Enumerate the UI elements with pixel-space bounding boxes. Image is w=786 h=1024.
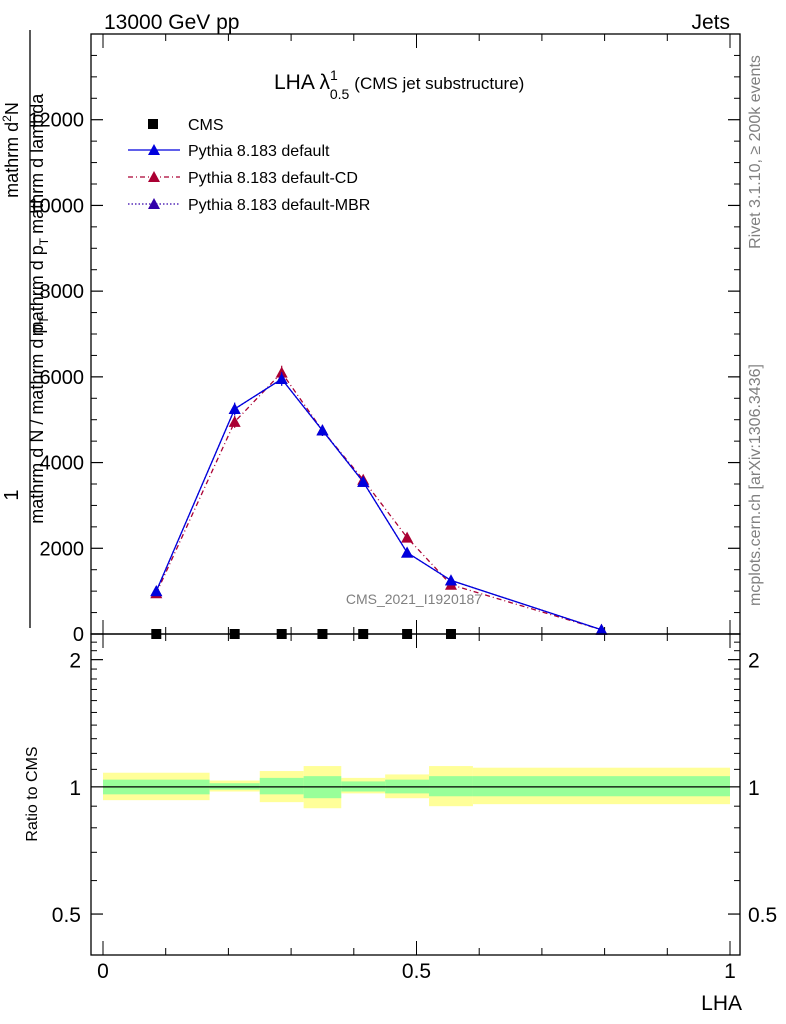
plot-title-main: LHA λ (274, 71, 331, 94)
ylabel-numerator: mathrm d2N (0, 102, 22, 198)
ratio-plot-area (103, 766, 730, 809)
ratio-xtick-label: 1 (724, 960, 736, 983)
main-panel: 0 2000 4000 6000 8000 10000 12000 (28, 33, 741, 646)
ratio-ytick-label-right: 2 (748, 650, 760, 673)
main-ytick-label: 0 (73, 624, 84, 646)
ratio-frame (90, 633, 741, 956)
ylabel-mid: mathrm d N / mathrm d pT (27, 316, 51, 524)
series-default-point (595, 623, 608, 635)
x-axis-label: LHA (701, 992, 742, 1015)
main-ytick-label: 2000 (40, 538, 85, 560)
mcplots-label: mcplots.cern.ch [arXiv:1306.3436] (747, 364, 764, 606)
main-ytick-label: 10000 (28, 195, 84, 217)
rivet-label: Rivet 3.1.10, ≥ 200k events (747, 55, 764, 249)
legend-cd-marker (148, 171, 160, 182)
ylabel-denominator: mathrm d pTmathrm d lambda (27, 93, 51, 336)
series-default-point (150, 585, 163, 597)
legend: CMS Pythia 8.183 default Pythia 8.183 de… (128, 117, 370, 214)
ratio-panel: 0.5 0.5 1 1 2 2 0 0.5 1 (52, 633, 777, 983)
series-default-point (357, 475, 370, 487)
ratio-xtick-label: 0.5 (402, 960, 431, 983)
series-default-cd-point (275, 366, 288, 378)
ratio-ytick-label-right: 1 (748, 777, 760, 800)
legend-mbr-label: Pythia 8.183 default-MBR (188, 197, 370, 214)
series-default-cd-point (228, 415, 241, 427)
plot-title-sub: 0.5 (330, 86, 350, 102)
ratio-ytick-label: 1 (69, 777, 81, 800)
legend-cms-label: CMS (188, 117, 224, 134)
plot-subtitle: (CMS jet substructure) (354, 74, 524, 93)
series-default-point (316, 424, 329, 436)
legend-default-marker (148, 144, 160, 155)
ratio-ytick-label: 0.5 (52, 904, 81, 927)
main-ytick-label: 12000 (28, 110, 84, 132)
ylabel-one: 1 (1, 489, 23, 500)
ratio-xtick-label: 0 (97, 960, 109, 983)
ratio-ytick-label-right: 0.5 (748, 904, 777, 927)
main-ytick-label: 4000 (40, 453, 85, 475)
ratio-ylabel: Ratio to CMS (24, 746, 41, 841)
main-plot-area (150, 365, 608, 639)
watermark: CMS_2021_I1920187 (346, 591, 482, 607)
series-default-cd-line (155, 371, 602, 631)
header-left: 13000 GeV pp (104, 11, 239, 34)
plot-title-sup: 1 (330, 67, 338, 83)
main-ytick-label: 6000 (40, 367, 85, 389)
legend-cms-marker (148, 119, 158, 129)
header-right: Jets (691, 11, 730, 34)
ratio-band-inner (259, 777, 304, 795)
main-ytick-label: 8000 (40, 281, 85, 303)
legend-mbr-marker (148, 198, 160, 209)
series-default-point (444, 574, 457, 586)
plot-title: LHA λ1 0.5(CMS jet substructure) (274, 67, 524, 102)
ratio-ytick-label: 2 (69, 650, 81, 673)
series-default-point (228, 403, 241, 414)
series-default-point (401, 546, 414, 558)
series-default-line (155, 378, 602, 631)
legend-default-label: Pythia 8.183 default (188, 143, 330, 160)
main-ylabel: 1 mathrm d N / mathrm d pT mathrm d2N ma… (0, 30, 51, 628)
series-default-cd-point (401, 531, 414, 543)
legend-cd-label: Pythia 8.183 default-CD (188, 170, 358, 187)
series-default-point (275, 373, 288, 384)
